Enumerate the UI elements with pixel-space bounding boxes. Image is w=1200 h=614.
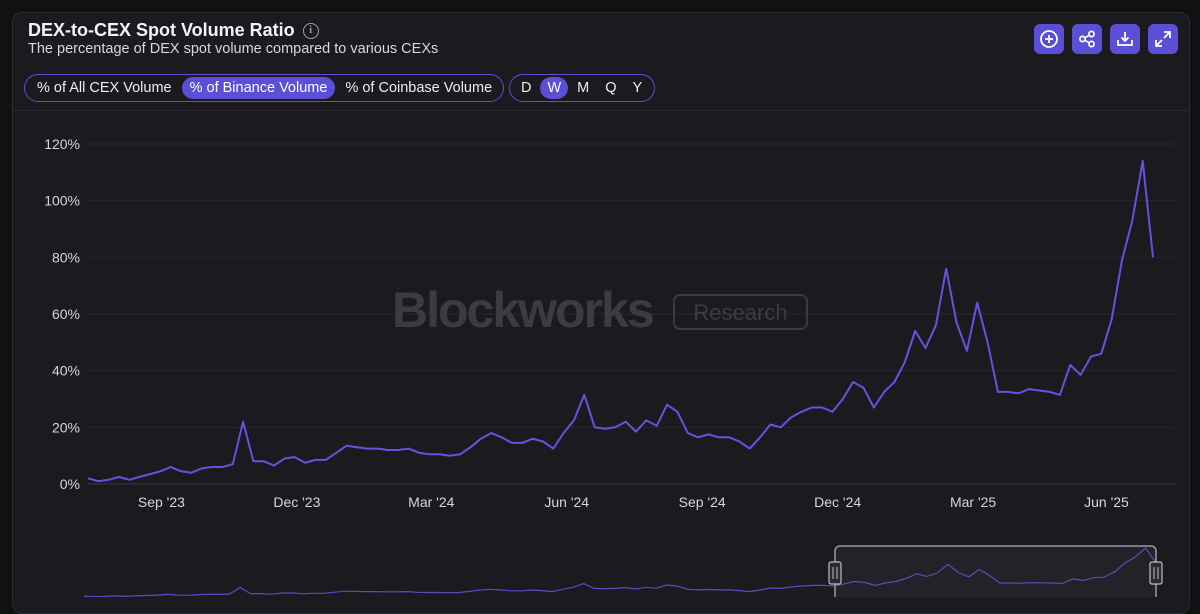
y-axis-ticks: 0% 20% 40% 60% 80% 100% 120% xyxy=(44,136,80,492)
y-tick-label: 60% xyxy=(52,306,80,322)
interval-option-d[interactable]: D xyxy=(521,80,532,96)
add-button[interactable] xyxy=(1034,24,1064,54)
navigator-series-line xyxy=(83,547,1157,597)
plus-circle-icon xyxy=(1040,30,1058,48)
x-tick-label: Jun '24 xyxy=(544,494,589,510)
range-navigator xyxy=(83,545,1163,597)
x-tick-label: Dec '23 xyxy=(273,494,320,510)
y-tick-label: 0% xyxy=(60,476,80,492)
navigator-selection-window[interactable] xyxy=(834,545,1157,597)
x-axis-ticks: Sep '23 Dec '23 Mar '24 Jun '24 Sep '24 Dec '… xyxy=(138,494,1129,510)
interval-option-m[interactable]: M xyxy=(577,80,590,96)
metric-option-all-cex[interactable]: % of All CEX Volume xyxy=(37,80,172,96)
interval-toggle: D W M Q Y xyxy=(509,74,655,102)
x-tick-label: Mar '25 xyxy=(950,494,996,510)
x-tick-label: Sep '23 xyxy=(138,494,185,510)
navigator-left-handle[interactable] xyxy=(828,561,842,585)
y-tick-label: 20% xyxy=(52,419,80,435)
interval-option-y[interactable]: Y xyxy=(632,80,643,96)
chart-card xyxy=(12,12,1190,614)
metric-option-binance[interactable]: % of Binance Volume xyxy=(181,77,336,99)
interval-option-q[interactable]: Q xyxy=(605,80,617,96)
toolbar-divider xyxy=(12,110,1188,111)
line-chart: 0% 20% 40% 60% 80% 100% 120% Sep '23 Dec '23 Mar… xyxy=(44,136,1175,597)
metric-toggle: % of All CEX Volume % of Binance Volume … xyxy=(24,74,504,102)
series-line-binance xyxy=(87,160,1154,483)
y-tick-label: 120% xyxy=(44,136,80,152)
navigator-right-handle[interactable] xyxy=(1149,561,1163,585)
download-icon xyxy=(1117,32,1133,46)
chart-title: DEX-to-CEX Spot Volume Ratio xyxy=(28,20,295,40)
share-button[interactable] xyxy=(1072,24,1102,54)
y-tick-label: 40% xyxy=(52,363,80,379)
title-row: DEX-to-CEX Spot Volume Ratio i xyxy=(28,20,319,41)
share-icon xyxy=(1079,30,1095,48)
y-tick-label: 100% xyxy=(44,193,80,209)
watermark: Blockworks Research xyxy=(392,282,808,338)
watermark-badge: Research xyxy=(693,300,787,325)
info-icon[interactable]: i xyxy=(302,22,319,39)
x-tick-label: Sep '24 xyxy=(679,494,726,510)
y-tick-label: 80% xyxy=(52,249,80,265)
expand-icon xyxy=(1155,31,1171,47)
download-button[interactable] xyxy=(1110,24,1140,54)
x-tick-label: Dec '24 xyxy=(814,494,861,510)
metric-option-coinbase[interactable]: % of Coinbase Volume xyxy=(345,80,493,96)
x-tick-label: Mar '24 xyxy=(408,494,454,510)
watermark-badge-frame xyxy=(673,294,808,330)
watermark-brand: Blockworks xyxy=(392,282,653,338)
expand-button[interactable] xyxy=(1148,24,1178,54)
interval-option-w[interactable]: W xyxy=(540,77,569,99)
action-toolbar xyxy=(1034,24,1178,54)
x-tick-label: Jun '25 xyxy=(1084,494,1129,510)
chart-subtitle: The percentage of DEX spot volume compar… xyxy=(28,41,439,57)
